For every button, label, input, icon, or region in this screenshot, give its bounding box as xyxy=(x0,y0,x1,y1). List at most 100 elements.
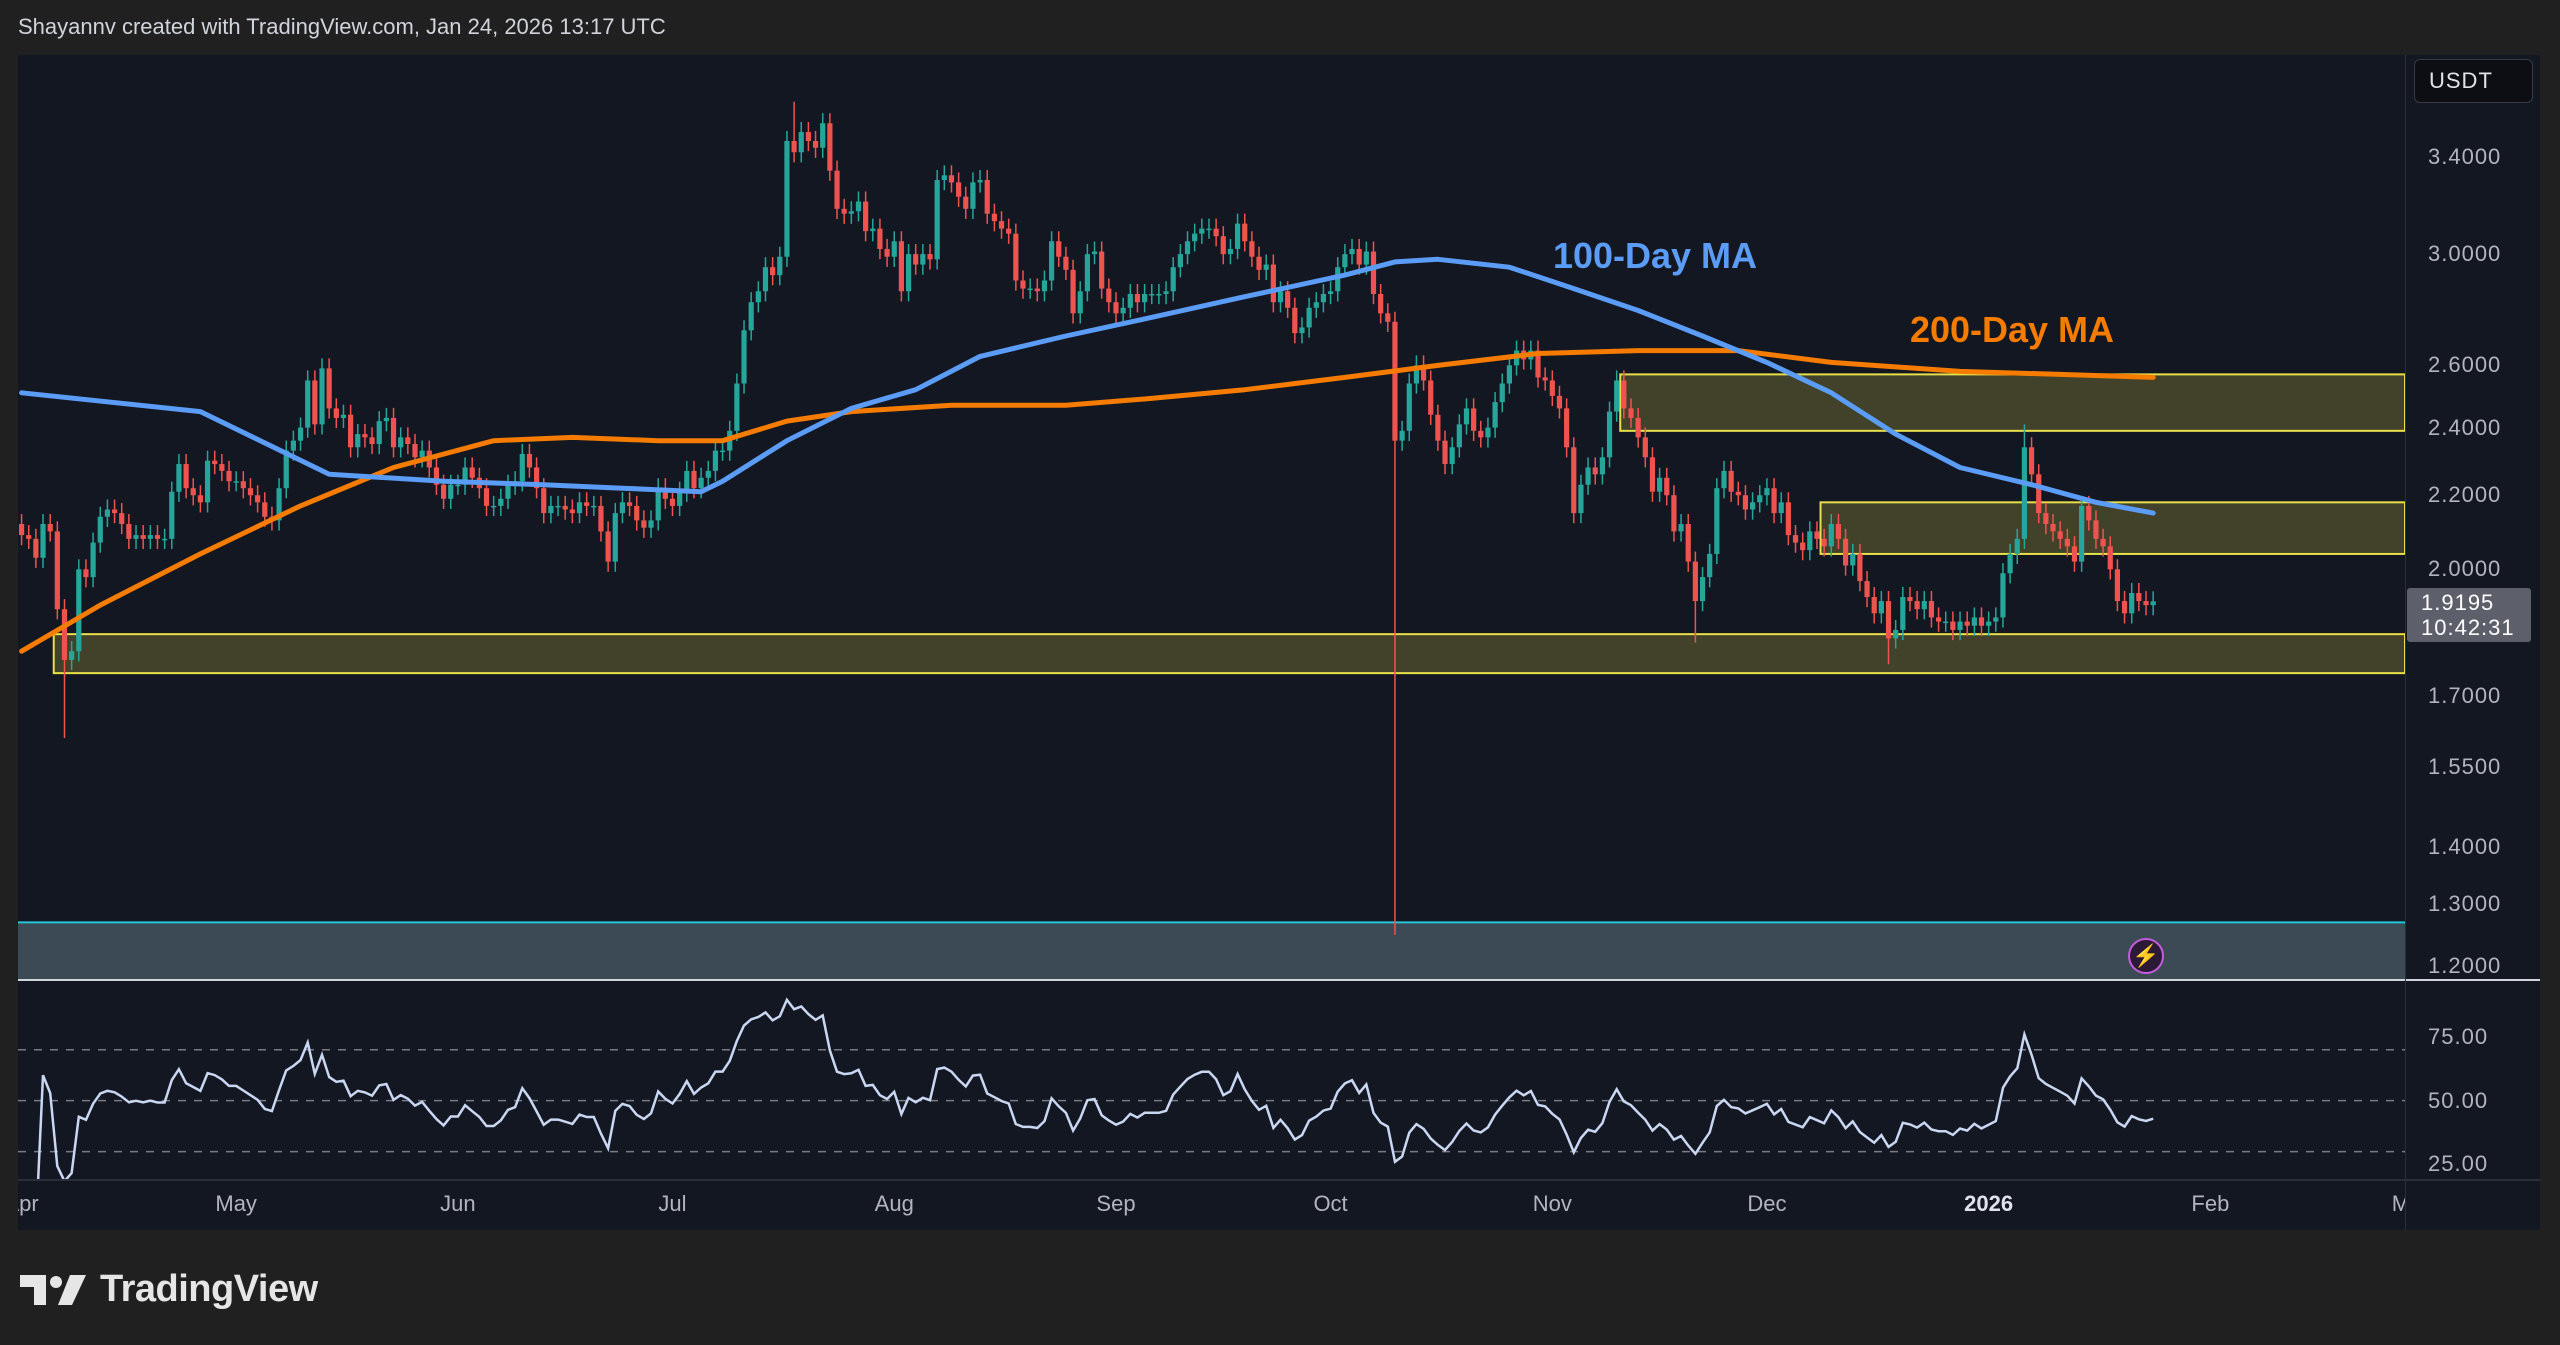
candle-body xyxy=(541,488,547,514)
ma200-line xyxy=(19,348,2156,654)
candle-body xyxy=(770,267,776,276)
last-price-label: 1.9195 10:42:31 xyxy=(2407,588,2531,642)
candle xyxy=(18,513,25,546)
candle-body xyxy=(1113,302,1119,314)
candle-body xyxy=(1285,291,1291,308)
candle-body xyxy=(419,450,425,458)
lightning-icon[interactable]: ⚡ xyxy=(2128,938,2164,974)
candle xyxy=(1435,404,1441,451)
candle-body xyxy=(1606,411,1613,458)
candle-body xyxy=(483,488,490,506)
candle xyxy=(963,186,969,219)
candle xyxy=(2036,464,2042,524)
candle-body xyxy=(312,380,318,425)
candle xyxy=(1013,223,1019,291)
candle xyxy=(140,525,146,550)
price-zone xyxy=(52,633,2405,675)
candle-body xyxy=(2079,505,2085,562)
candle xyxy=(1821,528,1827,557)
candle xyxy=(54,521,60,620)
currency-button[interactable]: USDT xyxy=(2414,59,2533,103)
candles xyxy=(18,101,2156,935)
candle-body xyxy=(1757,495,1763,503)
candle xyxy=(805,122,812,152)
candle-body xyxy=(677,491,683,506)
candle xyxy=(748,292,754,341)
candle-body xyxy=(605,531,611,562)
candle xyxy=(677,481,683,517)
candle xyxy=(1771,478,1777,524)
candle-body xyxy=(2114,569,2121,602)
candle-body xyxy=(1056,241,1062,257)
candle xyxy=(956,172,962,207)
candle-body xyxy=(820,123,826,148)
candle-body xyxy=(1270,264,1276,303)
candle xyxy=(1428,370,1434,425)
candle xyxy=(913,244,919,275)
tradingview-logo[interactable]: TradingView xyxy=(20,1268,318,1311)
candle xyxy=(362,424,368,448)
candle-body xyxy=(1671,495,1677,532)
candle-body xyxy=(1070,269,1076,314)
candle xyxy=(905,244,912,302)
candle-body xyxy=(1106,288,1112,303)
candle-body xyxy=(920,254,926,265)
candle-body xyxy=(190,488,196,496)
candle-body xyxy=(2129,593,2135,614)
candle-body xyxy=(505,484,511,499)
candle-body xyxy=(1771,488,1777,514)
candle-body xyxy=(1063,256,1069,270)
candle-body xyxy=(1213,228,1219,237)
candle-body xyxy=(1585,467,1591,485)
candle xyxy=(1141,283,1148,313)
candle xyxy=(233,471,239,492)
candle-body xyxy=(133,535,139,539)
candle-body xyxy=(712,450,719,471)
candle xyxy=(47,513,53,542)
candle xyxy=(1420,355,1427,391)
time-axis[interactable]: Apr May Jun Jul Aug Sep Oct Nov Dec 2026 Feb Mar xyxy=(18,1180,2405,1230)
candle xyxy=(1385,303,1391,332)
candle-body xyxy=(1986,621,1992,626)
candle xyxy=(1900,586,1906,641)
candle-body xyxy=(1885,601,1892,639)
candle-body xyxy=(1592,467,1598,475)
candle xyxy=(934,169,940,270)
candle xyxy=(1750,492,1756,520)
candle xyxy=(1685,513,1691,572)
candle-body xyxy=(1542,377,1548,381)
candle-body xyxy=(1871,597,1877,614)
candle xyxy=(1871,586,1877,624)
rsi-tick-label: 25.00 xyxy=(2428,1151,2489,1177)
candle-body xyxy=(1342,254,1348,268)
candle xyxy=(1893,619,1899,649)
candle-body xyxy=(562,505,568,510)
candle xyxy=(147,525,153,550)
candle xyxy=(1177,244,1183,278)
candle-body xyxy=(519,453,525,482)
candle xyxy=(576,492,583,524)
candle-body xyxy=(1077,291,1083,314)
candle xyxy=(1585,457,1591,495)
candle-body xyxy=(183,464,189,489)
candle-body xyxy=(1242,223,1248,242)
candle xyxy=(2079,495,2085,572)
candle xyxy=(948,165,955,193)
candle-body xyxy=(1728,470,1734,492)
candle xyxy=(305,370,311,438)
candle xyxy=(1556,385,1563,419)
time-tick-label: Jun xyxy=(440,1191,476,1216)
candle-body xyxy=(1256,256,1262,270)
candle xyxy=(1635,407,1641,448)
candle-body xyxy=(290,440,296,451)
candle xyxy=(369,427,375,455)
ma200-label: 200-Day MA xyxy=(1909,309,2115,350)
price-zone xyxy=(1819,501,2405,555)
candle xyxy=(1993,607,1999,632)
candle xyxy=(655,478,661,531)
candle xyxy=(1957,611,1963,641)
candle-body xyxy=(848,211,854,214)
candle xyxy=(76,559,82,662)
candle-body xyxy=(1370,251,1377,294)
